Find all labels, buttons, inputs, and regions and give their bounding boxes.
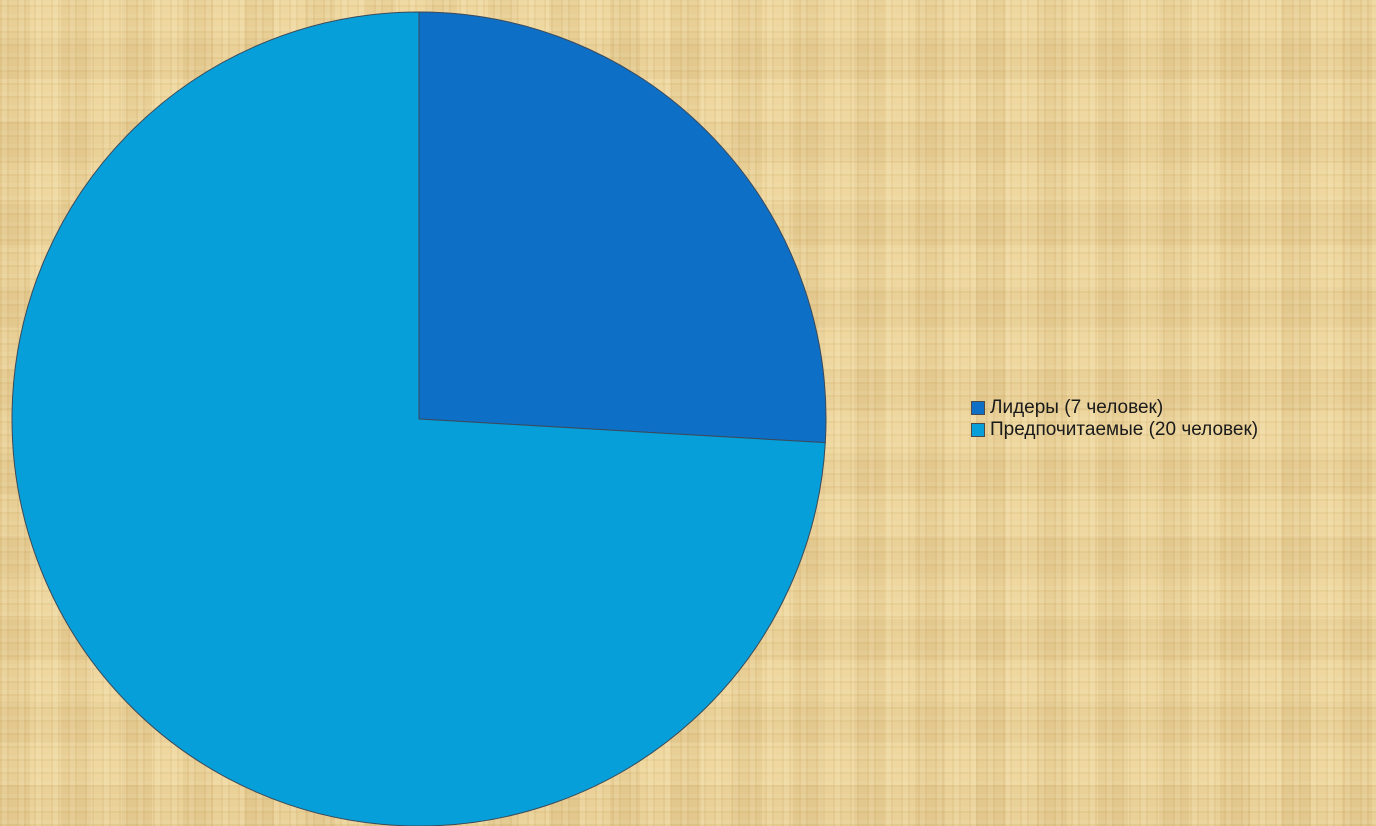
pie-slice-preferred: [11, 11, 826, 826]
chart-legend: Лидеры (7 человек) Предпочитаемые (20 че…: [971, 397, 1258, 441]
legend-item-leaders: Лидеры (7 человек): [971, 397, 1258, 419]
pie-slice-leaders: [418, 11, 827, 444]
legend-label-preferred: Предпочитаемые (20 человек): [990, 419, 1259, 440]
legend-label-leaders: Лидеры (7 человек): [990, 397, 1164, 418]
legend-item-preferred: Предпочитаемые (20 человек): [971, 419, 1258, 441]
legend-swatch-preferred: [971, 423, 985, 437]
legend-swatch-leaders: [971, 401, 985, 415]
